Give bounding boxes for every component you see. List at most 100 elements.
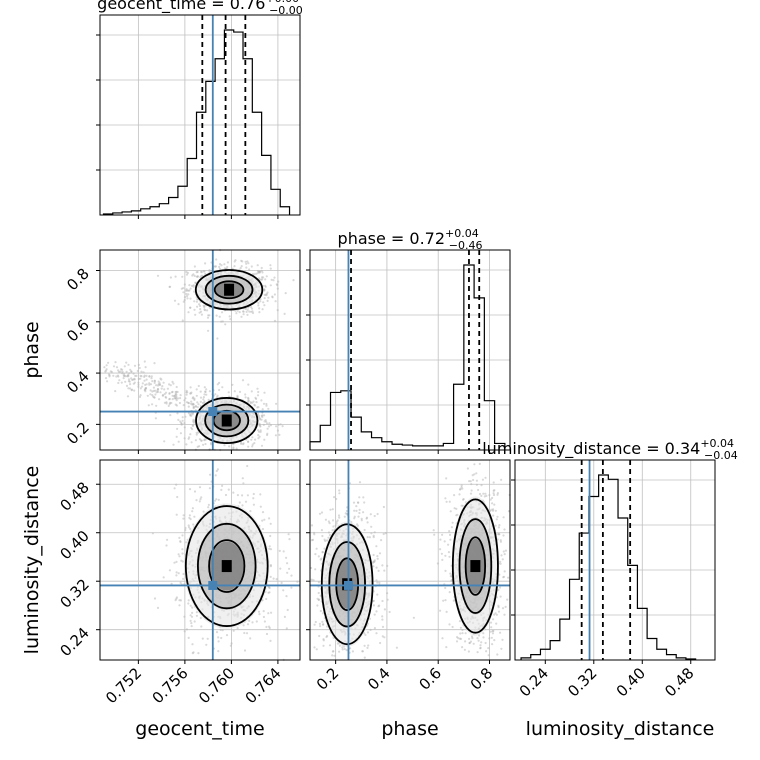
scatter-point <box>204 262 207 265</box>
scatter-point <box>286 608 289 612</box>
scatter-point <box>205 643 208 646</box>
scatter-point <box>231 383 234 386</box>
scatter-point <box>274 300 277 303</box>
scatter-point <box>170 582 173 586</box>
scatter-point <box>492 618 495 621</box>
scatter-point <box>501 607 505 610</box>
scatter-point <box>218 315 221 318</box>
scatter-point <box>245 262 248 265</box>
scatter-point <box>206 637 209 640</box>
scatter-point <box>448 530 451 533</box>
scatter-point <box>259 424 262 427</box>
scatter-point <box>247 262 250 265</box>
scatter-point <box>145 378 148 381</box>
scatter-point <box>263 304 266 307</box>
contour-line <box>204 274 254 305</box>
scatter-point <box>250 265 253 268</box>
scatter-point <box>247 396 250 399</box>
scatter-point <box>316 604 319 607</box>
scatter-point <box>491 643 494 646</box>
scatter-point <box>198 438 201 441</box>
scatter-point <box>282 550 285 553</box>
scatter-point <box>493 489 496 492</box>
truth-marker <box>208 407 218 417</box>
scatter-point <box>164 391 168 394</box>
scatter-point <box>175 385 178 389</box>
scatter-point <box>468 637 471 641</box>
scatter-point <box>182 517 185 520</box>
x-axis-title-luminosity_distance: luminosity_distance <box>526 718 715 740</box>
scatter-point <box>202 398 205 401</box>
scatter-point <box>187 602 190 605</box>
scatter-point <box>256 264 259 267</box>
scatter-point <box>263 391 266 394</box>
scatter-point <box>317 555 320 558</box>
scatter-point <box>136 369 139 373</box>
contour-line <box>208 539 246 593</box>
scatter-point <box>182 572 185 576</box>
scatter-point <box>328 522 331 525</box>
title-plus: +0.04 <box>700 437 734 450</box>
panel-frame <box>309 459 511 661</box>
scatter-point <box>262 301 265 304</box>
scatter-point <box>191 606 194 609</box>
scatter-point <box>168 569 171 572</box>
scatter-point <box>263 518 266 521</box>
scatter-point <box>169 384 172 387</box>
scatter-point <box>195 614 198 617</box>
scatter-point <box>215 631 219 634</box>
scatter-point <box>255 401 258 404</box>
scatter-point <box>352 501 356 504</box>
scatter-point <box>262 423 265 426</box>
scatter-point <box>163 393 166 396</box>
scatter-point <box>276 284 279 287</box>
scatter-point <box>217 498 220 501</box>
scatter-point <box>234 309 237 312</box>
title-plus: +0.04 <box>445 227 479 240</box>
scatter-point <box>200 439 203 442</box>
scatter-point <box>463 648 466 651</box>
scatter-point <box>503 570 506 573</box>
scatter-point <box>143 379 146 382</box>
scatter-point <box>487 654 490 657</box>
scatter-point <box>139 387 142 390</box>
scatter-point <box>449 538 452 541</box>
scatter-point <box>317 598 320 601</box>
scatter-point <box>470 489 473 492</box>
scatter-point <box>181 548 184 551</box>
scatter-point <box>477 639 480 642</box>
scatter-point <box>137 381 140 384</box>
panel-frame <box>99 459 301 661</box>
scatter-point <box>318 512 322 515</box>
scatter-point <box>497 533 500 536</box>
scatter-point <box>183 426 186 429</box>
scatter-point <box>366 536 369 539</box>
scatter-point <box>168 383 171 386</box>
scatter-point <box>155 404 158 407</box>
scatter-point <box>185 288 188 291</box>
scatter-point <box>492 493 496 497</box>
scatter-point <box>117 375 120 378</box>
scatter-point <box>117 381 120 385</box>
scatter-point <box>177 303 180 306</box>
scatter-point <box>269 565 272 568</box>
scatter-point <box>246 313 249 316</box>
scatter-point <box>468 641 471 645</box>
scatter-point <box>241 477 244 480</box>
scatter-point <box>362 511 365 514</box>
scatter-point <box>190 400 193 403</box>
scatter-point <box>174 599 177 602</box>
scatter-point <box>333 654 336 657</box>
scatter-point <box>251 436 254 439</box>
title-main: luminosity_distance = 0.34 <box>482 439 700 459</box>
scatter-point <box>497 588 500 592</box>
scatter-point <box>373 613 376 616</box>
scatter-point <box>285 627 288 630</box>
title-phase: phase = 0.72+0.04 −0.46 <box>338 227 483 252</box>
scatter-point <box>175 513 178 516</box>
scatter-point <box>220 636 223 640</box>
y-tick-label: 0.8 <box>63 265 93 295</box>
scatter-point <box>163 440 166 443</box>
scatter-point <box>272 577 275 580</box>
scatter-point <box>473 463 476 466</box>
